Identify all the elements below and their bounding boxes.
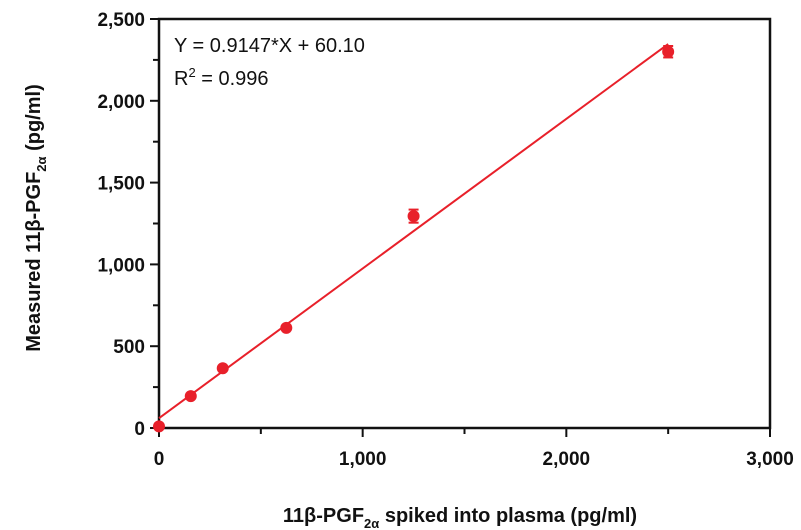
- data-point: [407, 210, 420, 223]
- data-point: [662, 45, 675, 58]
- x-tick-label: 3,000: [746, 449, 794, 470]
- y-tick-label: 1,000: [97, 255, 145, 276]
- regression-line: [158, 43, 669, 419]
- y-axis-title: Measured 11β-PGF2α (pg/ml): [23, 84, 49, 352]
- y-tick-label: 0: [134, 419, 145, 440]
- r-squared-label: R2 = 0.996: [174, 65, 269, 90]
- x-axis-title: 11β-PGF2α spiked into plasma (pg/ml): [283, 505, 637, 530]
- equation-label: Y = 0.9147*X + 60.10: [174, 35, 365, 57]
- data-point: [280, 321, 293, 334]
- data-point: [216, 362, 229, 375]
- x-tick-label: 0: [154, 449, 165, 470]
- y-tick-label: 500: [113, 337, 145, 358]
- data-point: [153, 420, 165, 433]
- y-tick-label: 1,500: [97, 174, 145, 195]
- chart-marks: [153, 43, 675, 433]
- y-tick-label: 2,000: [97, 92, 145, 113]
- data-point: [184, 390, 197, 403]
- x-tick-label: 1,000: [339, 449, 387, 470]
- x-tick-label: 2,000: [543, 449, 591, 470]
- axes: 0 1,000 2,000 3,000 0 500 1,000 1,500 2,000 2,500: [97, 10, 793, 470]
- y-tick-label: 2,500: [97, 10, 145, 31]
